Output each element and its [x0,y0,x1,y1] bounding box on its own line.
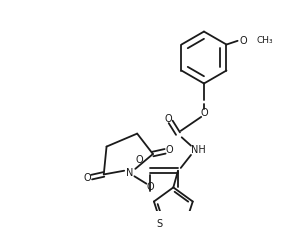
Text: O: O [166,145,174,155]
Text: O: O [135,155,143,165]
Text: O: O [146,183,154,192]
Text: O: O [200,108,208,118]
Text: O: O [165,114,172,124]
Text: S: S [156,219,162,227]
Text: NH: NH [191,145,206,155]
Text: O: O [239,36,247,46]
Text: O: O [83,173,91,183]
Text: CH₃: CH₃ [256,36,273,45]
Text: N: N [126,168,133,178]
